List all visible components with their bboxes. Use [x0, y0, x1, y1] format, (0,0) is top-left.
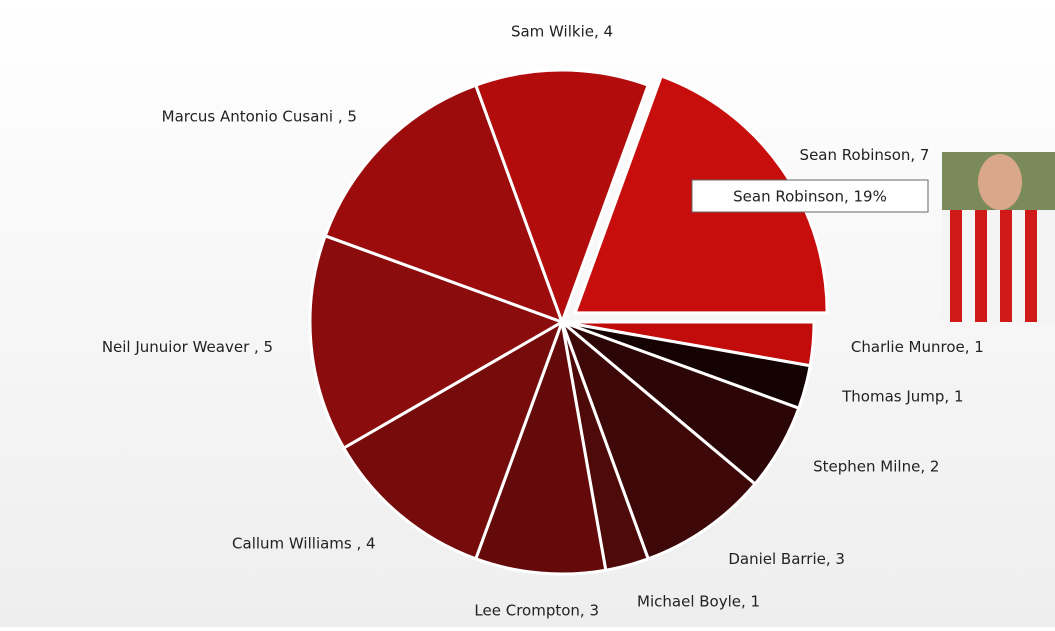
stripe — [1000, 210, 1012, 322]
slice — [323, 83, 565, 325]
stripe — [1025, 210, 1037, 322]
slice-label: Neil Junuior Weaver , 5 — [102, 338, 273, 356]
slice-label: Sam Wilkie, 4 — [511, 23, 613, 41]
slice-label: Charlie Munroe, 1 — [851, 338, 984, 356]
slice-label: Lee Crompton, 3 — [474, 601, 599, 619]
slice-label: Michael Boyle, 1 — [637, 593, 760, 611]
slice-label: Daniel Barrie, 3 — [728, 550, 845, 568]
stripe — [950, 210, 962, 322]
slice — [308, 233, 566, 451]
tooltip-box — [691, 179, 929, 213]
tooltip: Sean Robinson, 19% — [691, 179, 929, 213]
slice — [473, 68, 651, 327]
slice-label: Sean Robinson, 7 — [800, 146, 930, 164]
player-photo — [942, 152, 1055, 322]
tooltip-text: Sean Robinson, 19% — [733, 188, 887, 206]
slice-label: Marcus Antonio Cusani , 5 — [162, 107, 357, 125]
pie — [308, 68, 829, 576]
slice — [473, 316, 608, 576]
slice — [558, 317, 758, 561]
slice-label: Callum Williams , 4 — [232, 535, 376, 553]
slice-label: Thomas Jump, 1 — [841, 388, 963, 406]
labels: Sean Robinson, 7 Charlie Munroe, 1 Thomas … — [102, 23, 984, 620]
stripe — [975, 210, 987, 322]
slice — [341, 318, 565, 561]
slice-label: Stephen Milne, 2 — [813, 458, 939, 476]
face — [978, 154, 1022, 210]
